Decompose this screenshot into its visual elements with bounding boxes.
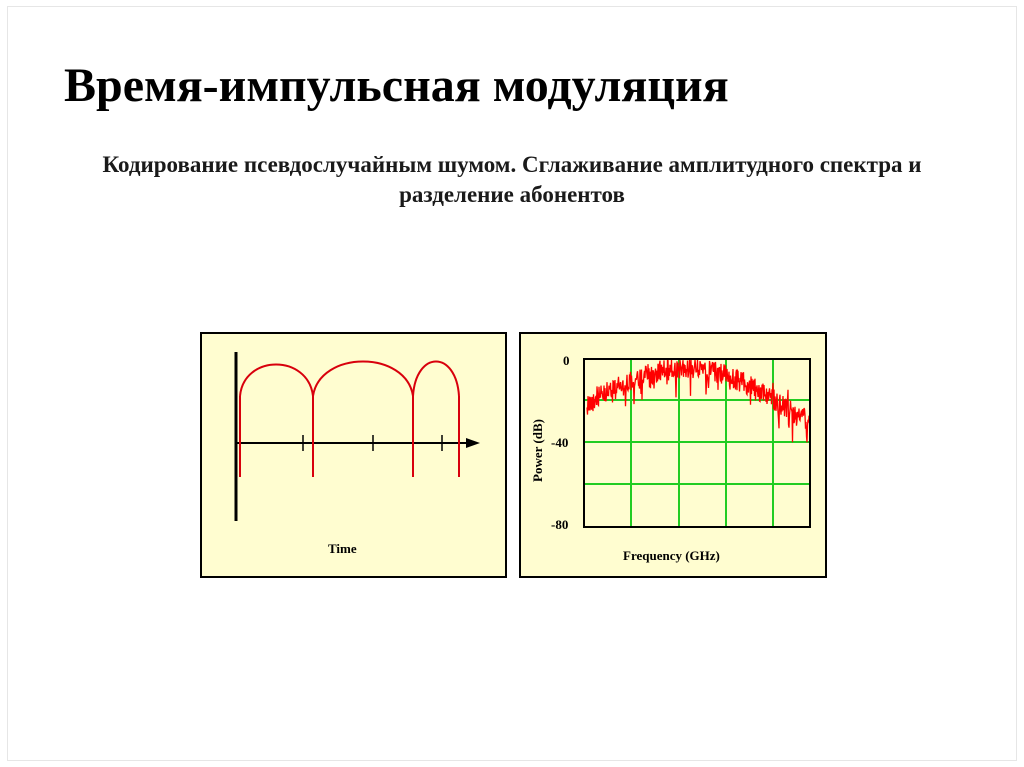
slide-subtitle: Кодирование псевдослучайным шумом. Сглаж… [102, 152, 922, 207]
spectrum-x-axis-label: Frequency (GHz) [623, 548, 720, 563]
spectrum-panel: 0 -40 -80 Power (dB) Frequency (GHz) [519, 332, 827, 578]
spectrum-y-axis-label: Power (dB) [530, 419, 545, 482]
pulse-train [239, 360, 460, 477]
ytick-label: 0 [563, 353, 570, 368]
pulse-arc [312, 360, 414, 397]
spectrum-plot-frame [583, 358, 811, 528]
slide-frame [7, 6, 1017, 761]
time-axis-label: Time [328, 541, 357, 556]
ytick-label: -80 [551, 517, 568, 532]
spectrum-chart: 0 -40 -80 Power (dB) Frequency (GHz) [530, 353, 811, 563]
time-diagram: Time [234, 352, 480, 556]
pulse-arc [239, 363, 314, 397]
spectrum-grid [584, 359, 810, 527]
time-axis-arrow [466, 438, 480, 448]
time-diagram-panel: Time [200, 332, 507, 578]
pulse-arc [412, 360, 460, 397]
spectrum-trace [586, 358, 811, 443]
ytick-label: -40 [551, 435, 568, 450]
slide-title: Время-импульсная модуляция [64, 59, 729, 112]
